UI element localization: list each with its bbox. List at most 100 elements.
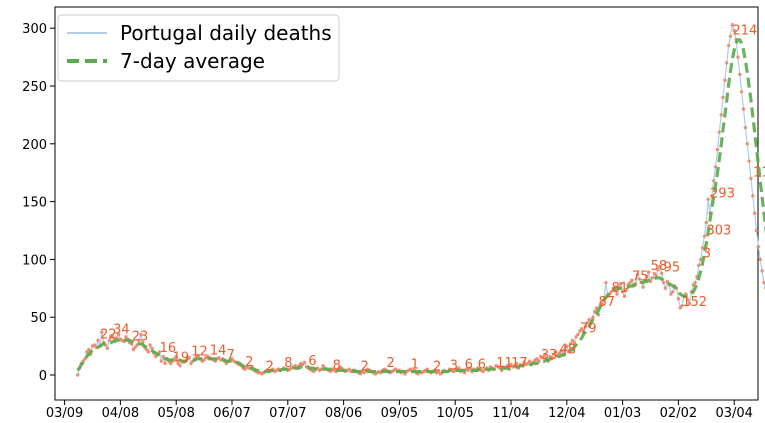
data-label: 6	[478, 357, 486, 372]
data-point-daily	[570, 338, 575, 343]
data-point-daily	[154, 354, 158, 359]
data-point-daily	[321, 364, 325, 368]
data-point-daily	[661, 280, 666, 285]
legend: Portugal daily deaths 7-day average	[57, 14, 340, 82]
data-point-daily	[535, 357, 539, 361]
data-point-daily	[669, 292, 673, 296]
data-point-daily	[174, 354, 178, 359]
plot-frame	[54, 6, 759, 401]
data-point-daily	[671, 290, 675, 294]
data-label: 6	[308, 354, 316, 369]
legend-label-average: 7-day average	[120, 49, 265, 73]
data-point-daily	[723, 78, 727, 82]
axes: 0 50 100 150 200 250 300 03/09 04/08 05/08 06/07 07…	[22, 22, 753, 421]
x-tick-label: 08/06	[325, 406, 362, 421]
data-point-daily	[557, 351, 562, 355]
data-label: 75	[632, 270, 649, 285]
data-point-daily	[712, 179, 716, 183]
series-layer	[75, 23, 765, 377]
data-label: 3	[703, 246, 711, 261]
data-point-daily	[665, 279, 669, 284]
data-label: 8	[284, 356, 292, 371]
x-tick-label: 07/07	[269, 406, 306, 421]
data-point-daily	[680, 303, 684, 308]
data-point-daily	[133, 345, 137, 349]
data-point-daily	[540, 355, 545, 360]
data-point-daily	[466, 368, 470, 373]
data-point-daily	[604, 280, 608, 285]
data-point-daily	[741, 107, 746, 111]
data-label: 11	[496, 356, 513, 371]
data-point-daily	[585, 321, 589, 325]
x-tick-label: 02/02	[660, 406, 697, 421]
data-label: 303	[706, 223, 731, 238]
data-point-daily	[726, 43, 731, 48]
data-point-daily	[728, 34, 733, 38]
data-point-daily	[96, 338, 100, 343]
data-point-daily	[641, 285, 645, 289]
x-tick-label: 03/09	[46, 406, 83, 421]
data-point-daily	[656, 268, 660, 272]
data-label: 33	[541, 348, 558, 363]
data-point-daily	[756, 244, 761, 249]
data-point-daily	[658, 264, 662, 269]
data-point-daily	[725, 61, 729, 65]
data-label: 6	[465, 357, 473, 372]
data-point-daily	[700, 246, 705, 250]
x-tick-label: 04/08	[102, 406, 139, 421]
data-point-daily	[163, 361, 167, 366]
x-tick-label: 09/05	[381, 406, 418, 421]
y-tick-label: 0	[39, 369, 47, 384]
data-point-daily	[749, 176, 753, 181]
data-point-daily	[609, 290, 614, 294]
data-point-daily	[736, 55, 740, 59]
data-label: 2	[266, 360, 274, 375]
data-point-daily	[542, 353, 547, 358]
y-tick-label: 200	[22, 138, 47, 153]
data-label: 79	[580, 322, 597, 337]
x-tick-label: 11/04	[492, 406, 529, 421]
data-point-daily	[622, 294, 627, 299]
data-point-daily	[105, 346, 110, 351]
data-label: 81	[612, 281, 629, 296]
data-point-daily	[187, 355, 191, 360]
data-point-daily	[576, 332, 580, 337]
data-label: 16	[160, 341, 177, 356]
data-point-daily	[568, 342, 573, 346]
x-tick-label: 06/07	[213, 406, 250, 421]
data-point-daily	[202, 358, 206, 362]
data-point-daily	[509, 362, 513, 367]
data-label: 3	[450, 359, 458, 374]
data-point-daily	[706, 197, 710, 201]
data-label: 23	[132, 330, 149, 345]
data-point-daily	[92, 343, 97, 347]
data-point-daily	[527, 359, 532, 363]
x-tick-label: 10/05	[436, 406, 473, 421]
data-point-daily	[697, 263, 701, 267]
data-point-daily	[302, 360, 307, 364]
data-point-daily	[85, 350, 89, 354]
data-label: 34	[113, 323, 130, 338]
data-point-daily	[157, 350, 162, 354]
data-point-daily	[312, 369, 316, 374]
data-label: 111	[753, 165, 765, 180]
data-label: 19	[173, 350, 190, 365]
data-point-daily	[583, 324, 588, 329]
y-tick-label: 100	[22, 253, 47, 268]
data-label: 214	[732, 23, 757, 38]
data-point-daily	[760, 269, 764, 273]
y-tick-label: 300	[22, 22, 47, 37]
data-point-daily	[615, 292, 619, 296]
data-point-daily	[600, 301, 604, 306]
data-point-daily	[743, 125, 748, 130]
data-point-daily	[620, 290, 625, 294]
data-point-daily	[686, 298, 690, 302]
data-point-daily	[87, 347, 91, 352]
data-point-daily	[628, 280, 632, 285]
data-label: 8	[333, 359, 341, 374]
data-label: 2	[360, 360, 368, 375]
data-point-daily	[717, 130, 722, 134]
x-tick-label: 01/03	[604, 406, 641, 421]
data-point-daily	[762, 280, 765, 285]
data-point-daily	[116, 332, 121, 337]
